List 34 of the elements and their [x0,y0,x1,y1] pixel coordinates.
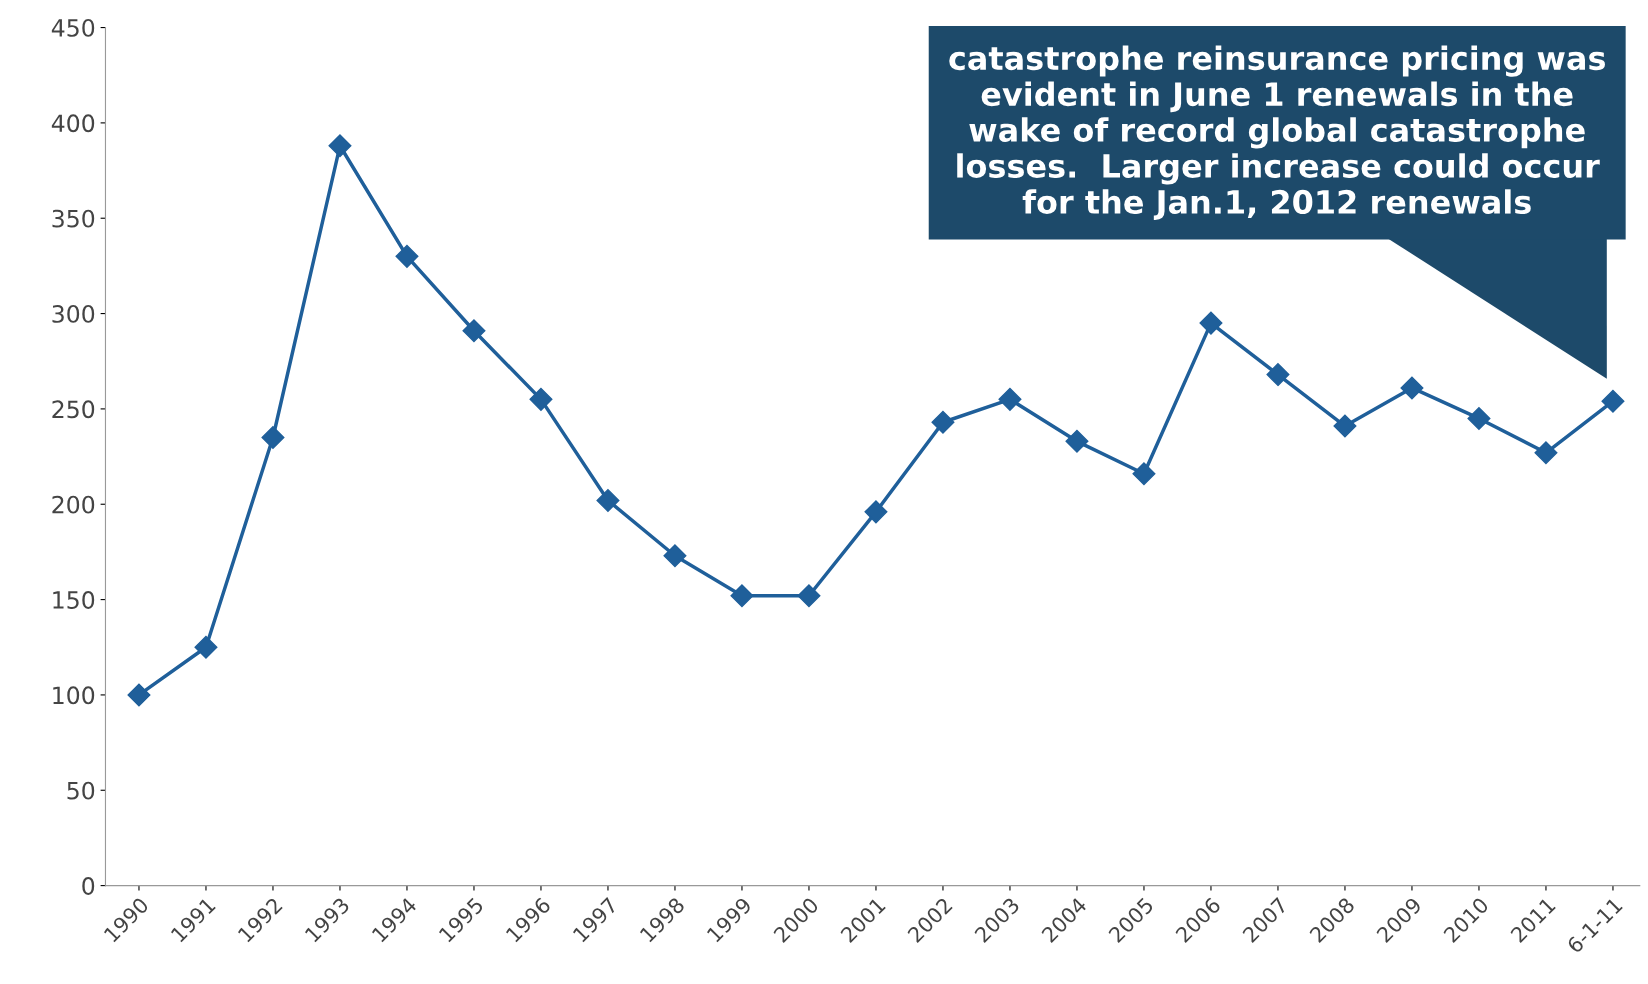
point [931,410,955,434]
point [529,387,553,411]
point [328,134,352,158]
point [462,319,486,343]
point [797,584,821,608]
point [1199,311,1223,335]
y-tick-label: 0 [82,877,95,895]
point [1333,414,1357,438]
point [663,544,687,568]
point [194,635,218,659]
y-tick-label: 300 [52,305,95,323]
point [1400,376,1424,400]
point [596,488,620,512]
y-tick-label: 200 [52,495,95,514]
point [730,584,754,608]
point [1467,406,1491,430]
point [1266,363,1290,387]
point [864,500,888,524]
point [1601,389,1625,413]
annotation: catastrophe reinsurance pricing was evident in June 1 renewals in the wake of record global catastrophe losses. Larger increase could occur for the Jan.1, 2012 renewals [949,45,1605,220]
point [1534,441,1558,465]
point [998,387,1022,411]
y-tick-label: 100 [53,686,95,705]
y-tick-label: 150 [53,591,95,609]
y-tick-label: 350 [52,209,95,228]
point [261,426,285,450]
y-tick-label: 250 [52,400,95,419]
point [127,683,151,707]
point [1065,429,1089,453]
y-tick-label: 400 [51,114,95,133]
y-tick-label: 450 [51,19,95,37]
point [395,244,419,268]
y-tick-label: 50 [67,781,95,800]
point [1132,462,1156,486]
